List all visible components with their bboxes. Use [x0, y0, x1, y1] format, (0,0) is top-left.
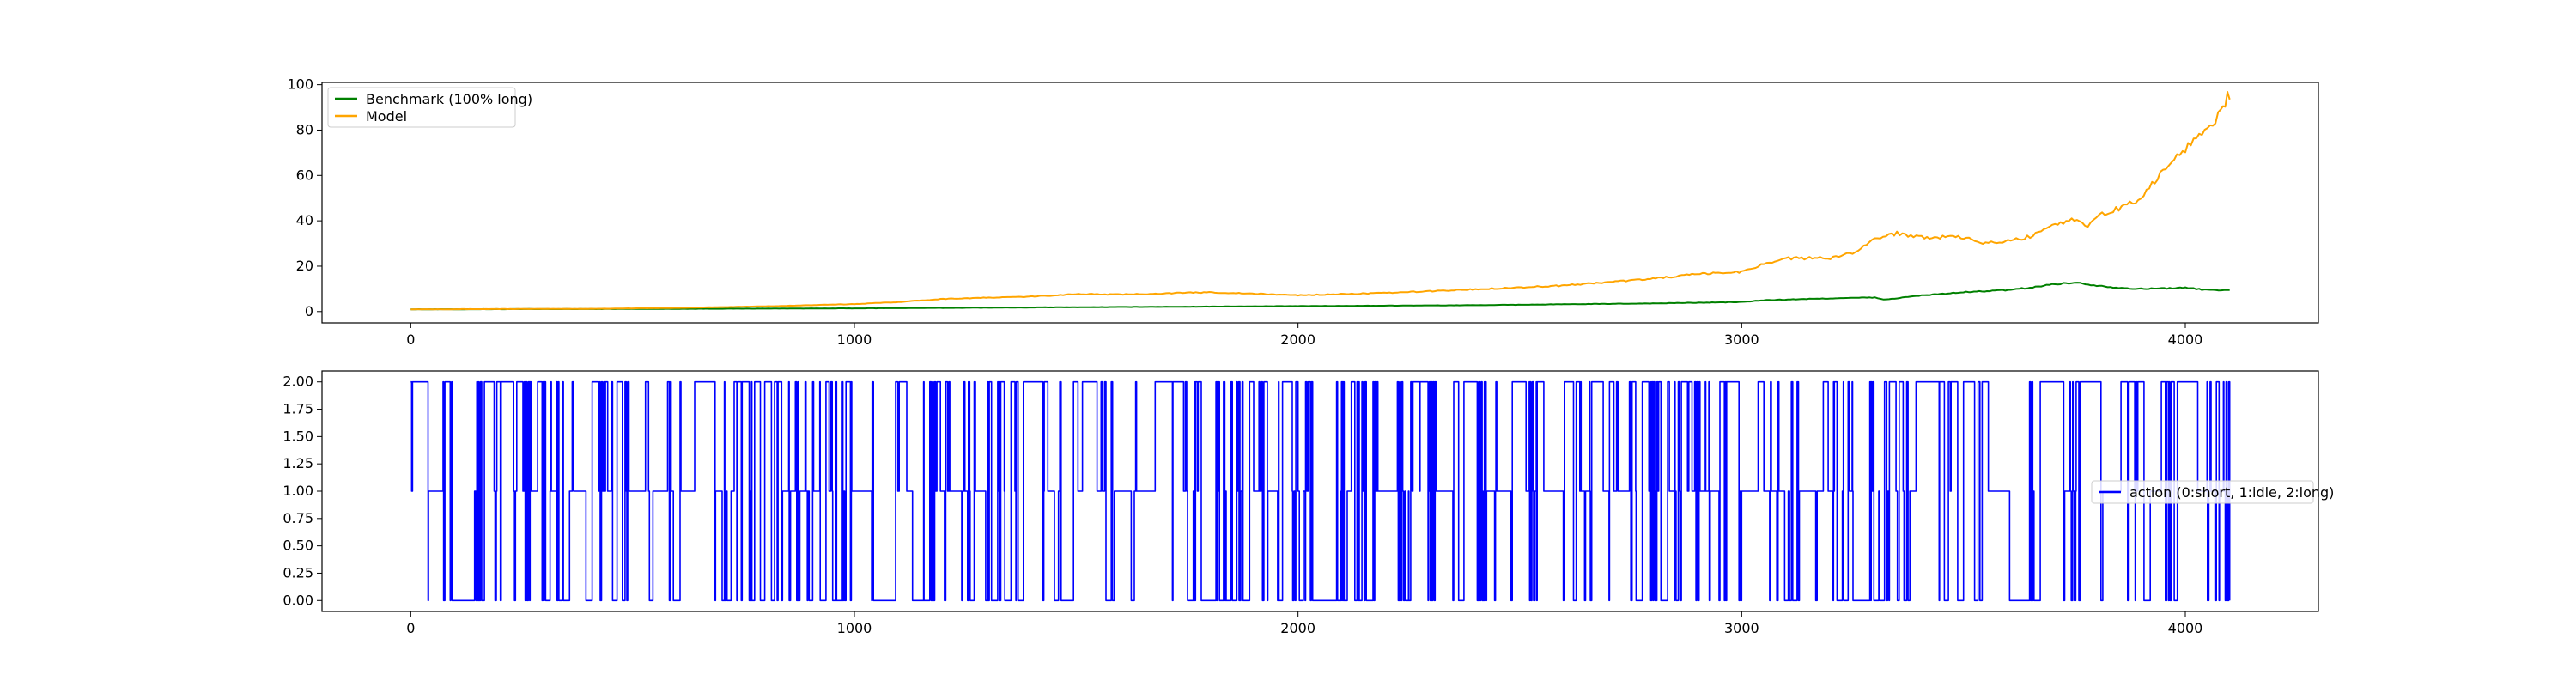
legend-label-model: Model: [366, 108, 407, 125]
action-plot-frame: [321, 370, 2319, 612]
action-panel: 0 1000 2000 3000 4000 0.00 0.25 0.50 0.75 1.00 1.…: [283, 370, 2334, 636]
series-line-benchmark: [410, 282, 2230, 311]
x-tick-label: 3000: [1724, 620, 1759, 636]
equity-legend: Benchmark (100% long) Model: [327, 87, 532, 128]
legend-label-benchmark: Benchmark (100% long): [366, 91, 532, 107]
y-tick-label: 0.25: [283, 564, 313, 581]
y-tick-label: 60: [296, 167, 313, 183]
series-line-model: [410, 91, 2231, 311]
action-x-axis: 0 1000 2000 3000 4000: [406, 611, 2202, 636]
action-legend-box: [2091, 480, 2314, 504]
x-tick-label: 0: [406, 331, 415, 348]
equity-plot-frame: [321, 82, 2319, 324]
x-tick-label: 1000: [837, 620, 872, 636]
x-tick-label: 1000: [837, 331, 872, 348]
y-tick-label: 1.50: [283, 428, 313, 444]
action-lines: [410, 380, 2231, 602]
equity-panel: 0 1000 2000 3000 4000 0 20 40 60 80 100 Benchmark…: [287, 76, 2319, 348]
x-tick-label: 0: [406, 620, 415, 636]
y-tick-label: 1.25: [283, 455, 313, 471]
legend-label-action: action (0:short, 1:idle, 2:long): [2129, 484, 2334, 501]
series-line-action: [410, 380, 2231, 602]
x-tick-label: 2000: [1280, 620, 1315, 636]
y-tick-label: 20: [296, 258, 313, 274]
x-tick-label: 2000: [1280, 331, 1315, 348]
y-tick-label: 1.00: [283, 483, 313, 499]
x-tick-label: 4000: [2168, 620, 2203, 636]
equity-lines: [410, 91, 2231, 311]
y-tick-label: 0.00: [283, 592, 313, 608]
equity-legend-box: [327, 87, 516, 128]
action-y-axis: 0.00 0.25 0.50 0.75 1.00 1.25 1.50 1.75 2.00: [283, 374, 322, 608]
action-legend: action (0:short, 1:idle, 2:long): [2091, 480, 2334, 504]
y-tick-label: 1.75: [283, 401, 313, 417]
y-tick-label: 0: [305, 303, 313, 319]
x-tick-label: 3000: [1724, 331, 1759, 348]
y-tick-label: 80: [296, 121, 313, 137]
y-tick-label: 40: [296, 212, 313, 228]
y-tick-label: 2.00: [283, 374, 313, 390]
equity-y-axis: 0 20 40 60 80 100: [287, 76, 322, 319]
y-tick-label: 0.75: [283, 510, 313, 526]
equity-x-axis: 0 1000 2000 3000 4000: [406, 323, 2202, 348]
y-tick-label: 100: [287, 76, 313, 93]
x-tick-label: 4000: [2168, 331, 2203, 348]
y-tick-label: 0.50: [283, 538, 313, 554]
